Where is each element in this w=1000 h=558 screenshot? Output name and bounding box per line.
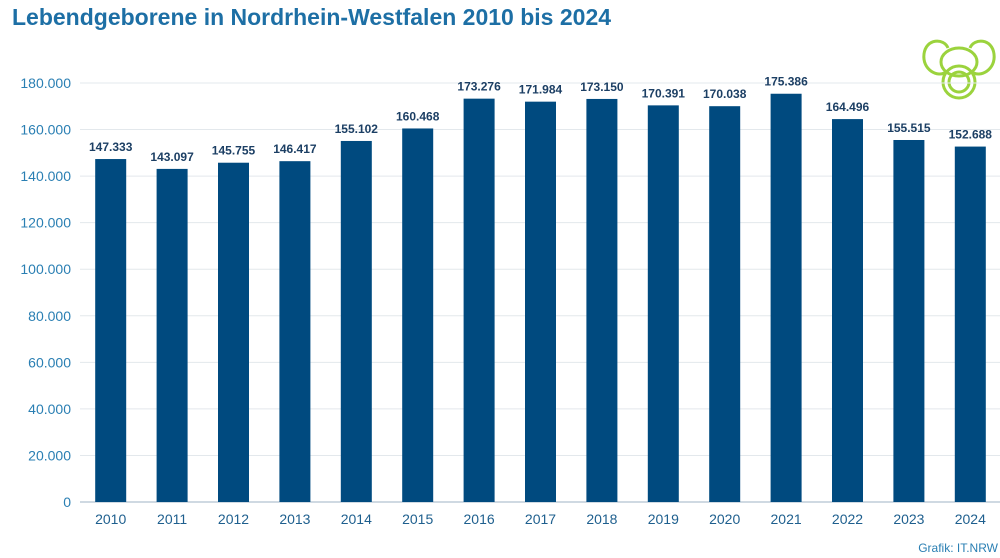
- data-label: 155.515: [887, 121, 931, 135]
- y-tick-label: 40.000: [28, 401, 71, 417]
- bar: [586, 98, 618, 502]
- chart-title: Lebendgeborene in Nordrhein-Westfalen 20…: [12, 4, 612, 30]
- data-label: 143.097: [150, 150, 194, 164]
- x-tick-label: 2012: [218, 511, 249, 527]
- x-tick-label: 2014: [341, 511, 372, 527]
- data-label: 170.391: [642, 86, 686, 100]
- bar: [525, 101, 556, 502]
- y-tick-label: 100.000: [20, 261, 71, 277]
- y-tick-label: 60.000: [28, 354, 71, 370]
- y-tick-label: 140.000: [20, 168, 71, 184]
- bar: [647, 105, 679, 502]
- data-label: 146.417: [273, 142, 317, 156]
- data-label: 160.468: [396, 109, 440, 123]
- data-label: 175.386: [764, 75, 808, 89]
- bar: [279, 161, 311, 502]
- data-label: 152.688: [949, 128, 993, 142]
- pacifier-icon: [922, 39, 996, 100]
- data-label: 170.038: [703, 87, 747, 101]
- x-tick-label: 2013: [279, 511, 310, 527]
- y-tick-label: 160.000: [20, 122, 71, 138]
- x-tick-label: 2017: [525, 511, 556, 527]
- y-tick-label: 80.000: [28, 308, 71, 324]
- y-tick-label: 20.000: [28, 447, 71, 463]
- bar: [832, 119, 863, 502]
- y-tick-label: 0: [63, 494, 71, 510]
- data-label: 171.984: [519, 83, 563, 97]
- x-tick-label: 2010: [95, 511, 126, 527]
- data-label: 145.755: [212, 144, 256, 158]
- bar: [156, 168, 188, 502]
- bar: [340, 140, 372, 502]
- x-tick-label: 2024: [955, 511, 986, 527]
- source-credit: Grafik: IT.NRW: [918, 541, 998, 555]
- y-tick-label: 180.000: [20, 75, 71, 91]
- bar: [402, 128, 434, 502]
- bar: [770, 93, 802, 503]
- bar: [954, 146, 986, 502]
- data-label: 164.496: [826, 100, 870, 114]
- x-tick-label: 2021: [771, 511, 802, 527]
- data-label: 173.276: [457, 80, 501, 94]
- data-label: 155.102: [335, 122, 379, 136]
- x-tick-label: 2020: [709, 511, 740, 527]
- x-tick-label: 2019: [648, 511, 679, 527]
- data-label: 173.150: [580, 80, 624, 94]
- data-label: 147.333: [89, 140, 133, 154]
- bar: [218, 162, 249, 502]
- bar: [95, 159, 127, 503]
- y-tick-label: 120.000: [20, 215, 71, 231]
- bar: [463, 98, 495, 502]
- x-tick-label: 2016: [464, 511, 495, 527]
- x-tick-label: 2023: [893, 511, 924, 527]
- x-tick-label: 2011: [157, 511, 187, 527]
- x-tick-label: 2022: [832, 511, 863, 527]
- bar: [893, 139, 925, 502]
- x-tick-label: 2015: [402, 511, 433, 527]
- x-tick-label: 2018: [586, 511, 617, 527]
- bar: [709, 106, 741, 502]
